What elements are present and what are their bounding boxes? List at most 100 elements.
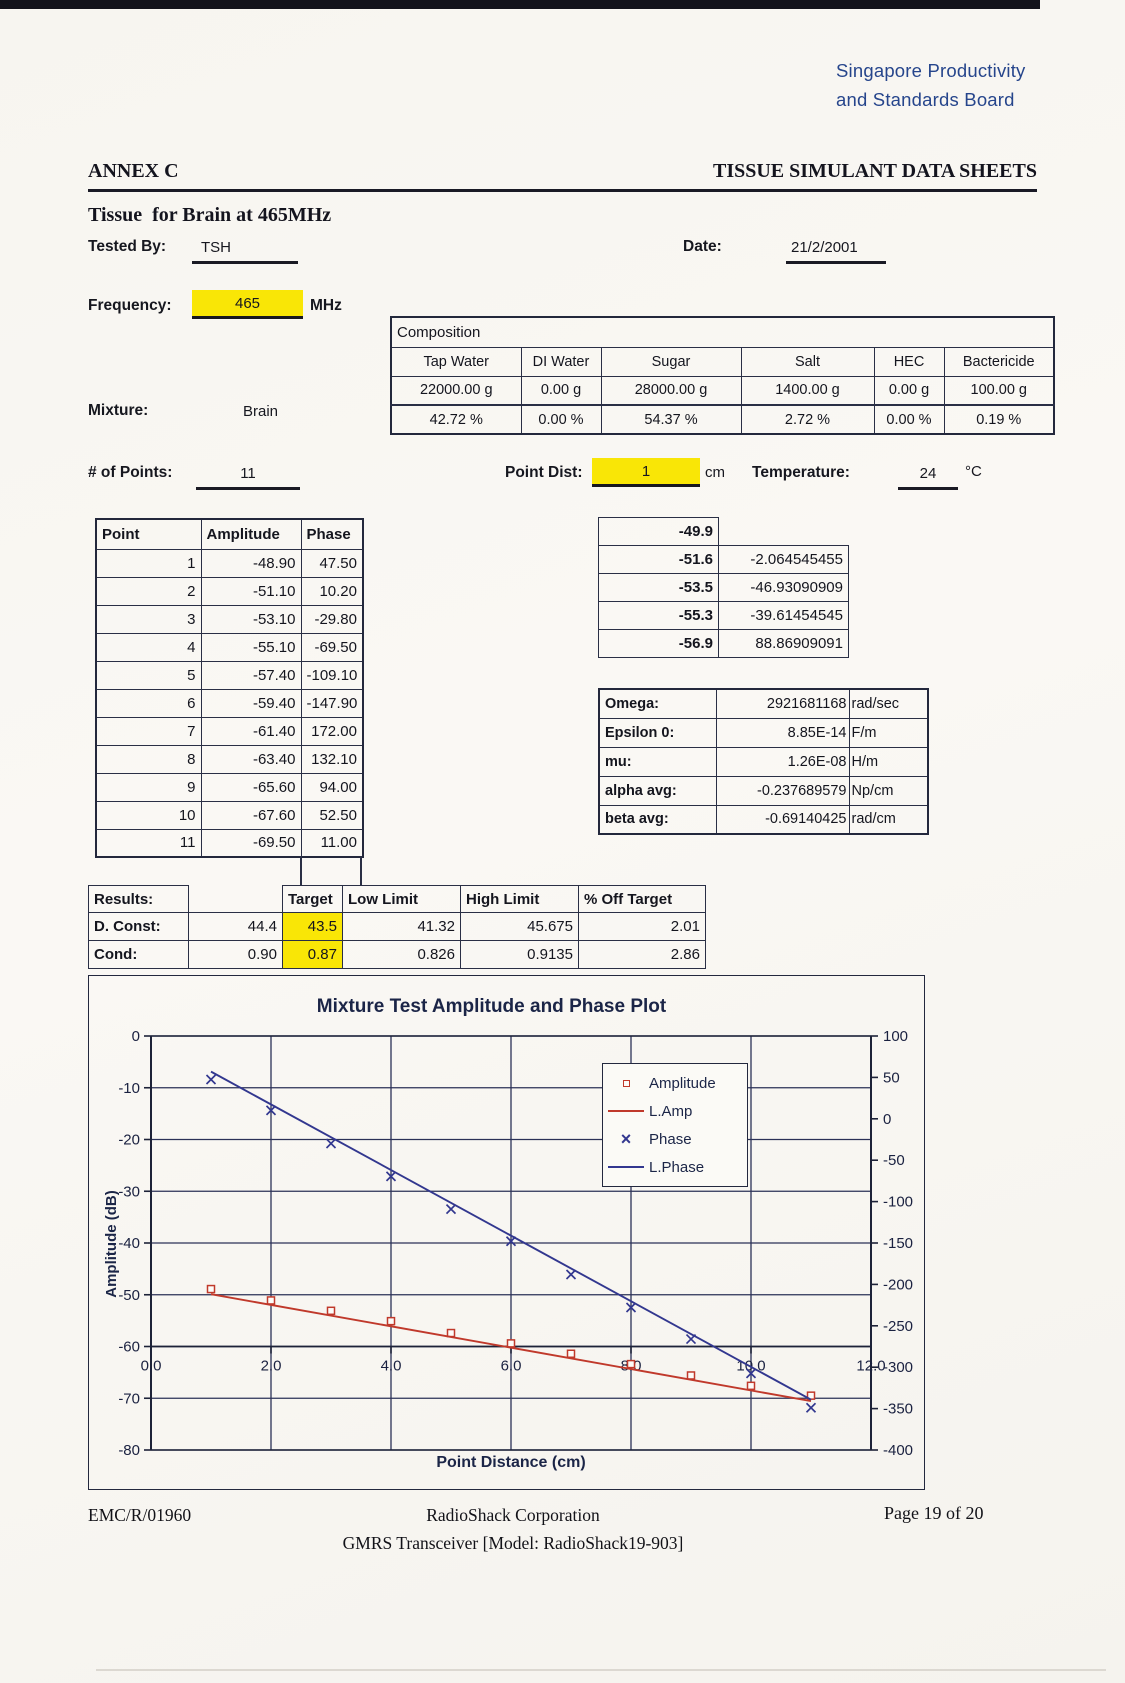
table-cell: -48.90 — [200, 548, 302, 578]
legend-item-amplitude: Amplitude — [603, 1069, 747, 1097]
result-high: 0.9135 — [460, 940, 579, 969]
tick-label: -100 — [883, 1194, 913, 1211]
composition-percent: 0.00 % — [520, 404, 602, 435]
tick-label: 0 — [132, 1028, 140, 1045]
table-row: 5 -57.40 -109.10 — [95, 660, 364, 690]
legend-label: Amplitude — [649, 1074, 716, 1092]
table-cell: mu: — [598, 746, 717, 777]
tick-label: -20 — [118, 1132, 140, 1149]
points-header: Amplitude — [200, 518, 302, 550]
chart-shape — [805, 1402, 817, 1413]
table-cell: -109.10 — [300, 660, 364, 690]
chart-shape — [206, 1284, 216, 1294]
y-axis-title: Amplitude (dB) — [103, 1190, 120, 1298]
constants-table: Omega: 2921681168 rad/sec Epsilon 0: 8.85E-1… — [598, 688, 929, 835]
footer-product: GMRS Transceiver [Model: RadioShack19-90… — [342, 1533, 684, 1553]
scan-edge-line — [96, 1669, 1106, 1671]
results-header-target: Target — [282, 885, 343, 913]
table-row: Epsilon 0: 8.85E-14 F/m — [598, 717, 929, 748]
table-cell: -63.40 — [200, 744, 302, 774]
table-cell: F/m — [848, 717, 929, 748]
tick-label: -30 — [118, 1183, 140, 1200]
tick-label: 100 — [883, 1028, 908, 1045]
table-cell: 1.26E-08 — [715, 746, 850, 777]
fit-cell: -53.5 — [598, 573, 719, 602]
chart-shape — [326, 1306, 336, 1316]
x-axis-title: Point Distance (cm) — [436, 1454, 586, 1471]
fit-cell: -49.9 — [598, 517, 719, 546]
table-cell: -29.80 — [300, 604, 364, 634]
table-cell: 8 — [95, 744, 202, 774]
points-header: Phase — [300, 518, 364, 550]
chart-shape — [386, 1316, 396, 1326]
legend-item-lphase: L.Phase — [603, 1153, 747, 1181]
chart-shape — [625, 1302, 637, 1313]
fit-cell: -46.93090909 — [718, 573, 849, 602]
fit-cell-empty — [719, 518, 849, 546]
result-low: 41.32 — [342, 912, 461, 941]
table-cell: Np/cm — [848, 775, 929, 806]
table-cell: 94.00 — [300, 772, 364, 802]
tick-label: 6.0 — [501, 1358, 522, 1375]
points-count-value: 11 — [240, 465, 256, 482]
tick-label: -250 — [883, 1318, 913, 1335]
tested-by-label: Tested By: — [88, 238, 167, 255]
table-row: 4 -55.10 -69.50 — [95, 632, 364, 662]
scan-top-bar — [0, 0, 1040, 9]
tick-label: -80 — [118, 1442, 140, 1459]
table-cell: 5 — [95, 660, 202, 690]
chart-shape — [210, 1293, 812, 1403]
square-marker-icon — [622, 1079, 630, 1087]
title-rule — [88, 189, 1037, 192]
points-count-label: # of Points: — [88, 464, 173, 481]
table-cell: -55.10 — [200, 632, 302, 662]
table-cell: 2921681168 — [715, 688, 850, 719]
table-cell: -51.10 — [200, 576, 302, 606]
table-cell: rad/sec — [848, 688, 929, 719]
results-table: Results: Target Low Limit High Limit % O… — [88, 885, 706, 969]
point-dist-unit: cm — [705, 464, 725, 481]
legend-label: L.Amp — [649, 1102, 693, 1120]
phase-column-extension-line — [360, 856, 362, 885]
table-cell: 6 — [95, 688, 202, 718]
result-off: 2.01 — [578, 912, 706, 941]
composition-grams: 0.00 g — [873, 375, 945, 406]
composition-header: Sugar — [600, 346, 742, 377]
table-row: alpha avg: -0.237689579 Np/cm — [598, 775, 929, 806]
table-cell: rad/cm — [848, 804, 929, 835]
composition-percent: 54.37 % — [600, 404, 742, 435]
tick-label: 2.0 — [261, 1358, 282, 1375]
fit-cell: -2.064545455 — [718, 545, 849, 574]
table-cell: Epsilon 0: — [598, 717, 717, 748]
table-cell: 7 — [95, 716, 202, 746]
composition-grams: 0.00 g — [520, 375, 602, 406]
points-table: Point Amplitude Phase 1 -48.90 47.50 2 -51.10 1… — [95, 518, 364, 858]
composition-percent: 0.19 % — [943, 404, 1055, 435]
results-header-off: % Off Target — [578, 885, 706, 913]
results-header-label: Results: — [88, 885, 189, 913]
frequency-unit: MHz — [310, 297, 342, 314]
fit-cell: -55.3 — [598, 601, 719, 630]
table-row: 7 -61.40 172.00 — [95, 716, 364, 746]
fit-values-table: -49.9 -51.6 -2.064545455 -53.5 -46.9309090… — [598, 517, 849, 658]
table-cell: -0.69140425 — [715, 804, 850, 835]
phase-column-extension-line — [300, 856, 302, 885]
chart-legend: Amplitude L.Amp Phase L.Phase — [602, 1063, 748, 1187]
legend-item-phase: Phase — [603, 1125, 747, 1153]
table-cell: -69.50 — [200, 828, 302, 858]
composition-grams: 1400.00 g — [740, 375, 875, 406]
results-header-low: Low Limit — [342, 885, 461, 913]
chart: 0 -10 -20 -30 -40 -50 -60 -70 -80 100 50 0 -50 -100 -1… — [88, 975, 925, 1490]
chart-shape — [205, 1074, 217, 1085]
composition-header: Salt — [740, 346, 875, 377]
table-cell: 1 — [95, 548, 202, 578]
tick-label: 0 — [883, 1111, 891, 1128]
tested-by-underline — [192, 261, 298, 264]
footer-page-number: Page 19 of 20 — [884, 1503, 984, 1523]
composition-header: HEC — [873, 346, 945, 377]
result-target: 43.5 — [282, 912, 343, 941]
footer-doc-ref: EMC/R/01960 — [88, 1505, 192, 1525]
composition-title: Composition — [390, 316, 1055, 348]
table-cell: -57.40 — [200, 660, 302, 690]
chart-shape — [566, 1349, 576, 1358]
